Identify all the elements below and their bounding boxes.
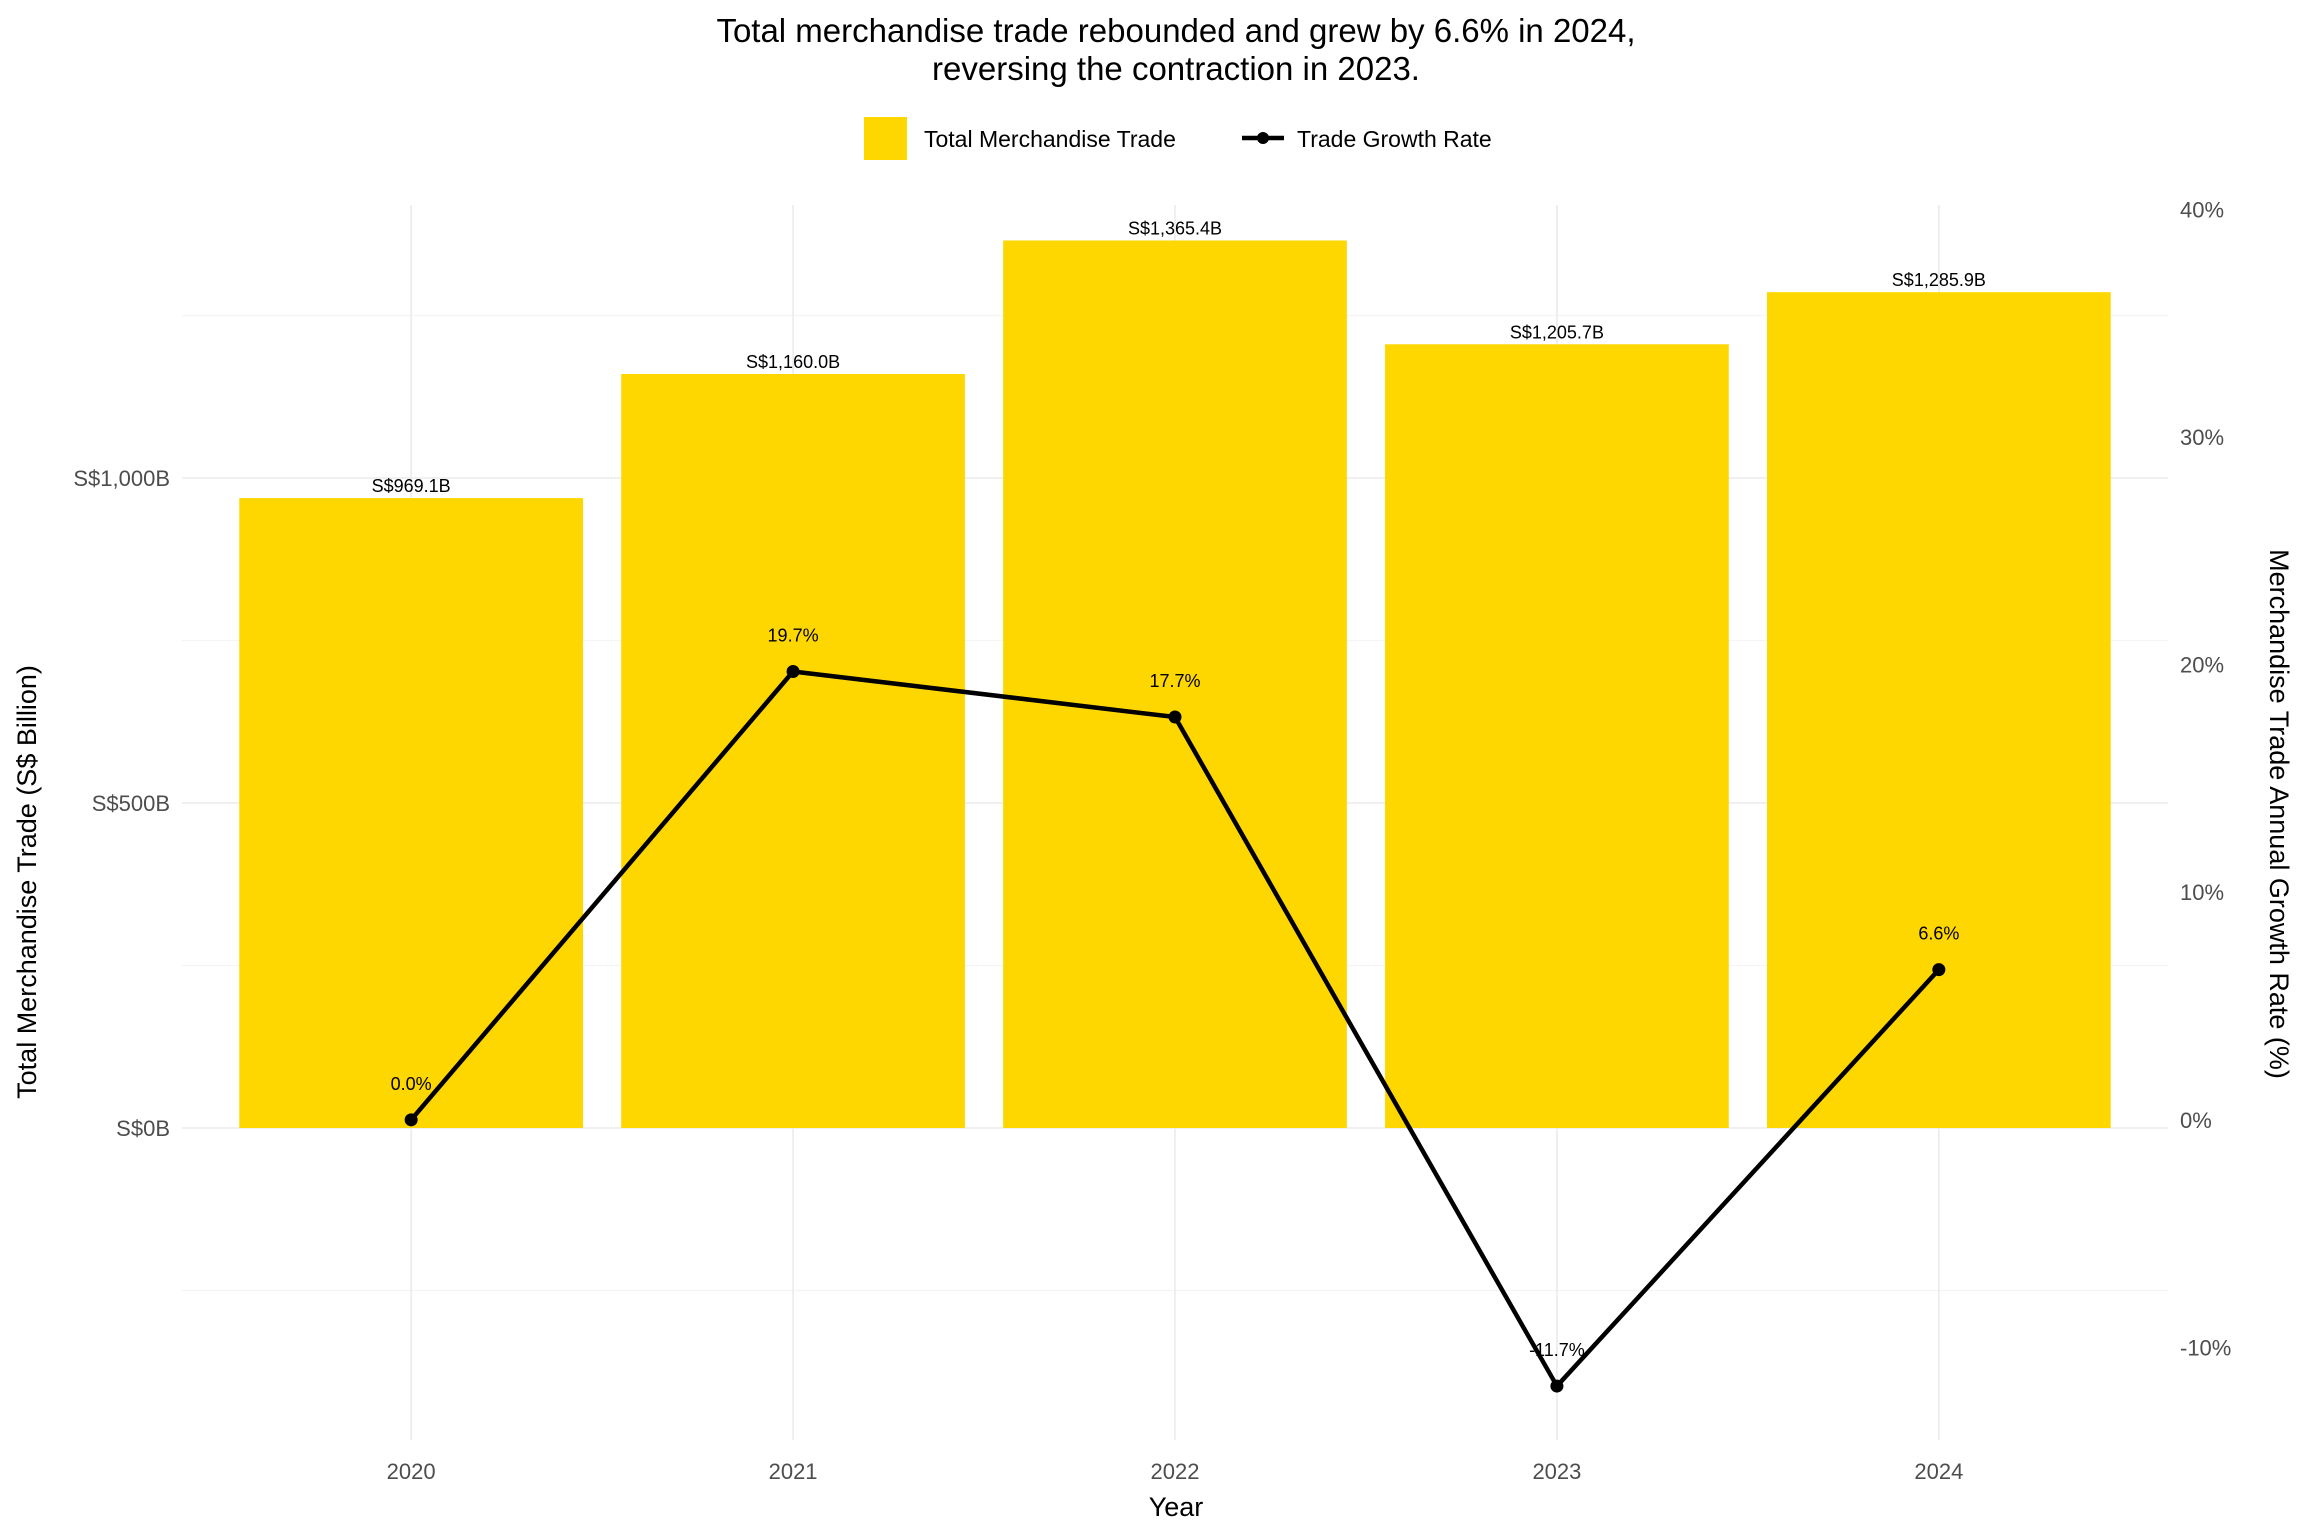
y2-tick-label: 20%	[2180, 653, 2224, 678]
legend-label-bar: Total Merchandise Trade	[924, 126, 1176, 152]
chart-title: Total merchandise trade rebounded and gr…	[716, 12, 1635, 87]
y2-tick-label: 10%	[2180, 880, 2224, 905]
y2-tick-label: -10%	[2180, 1335, 2231, 1360]
growth-rate-label: 17.7%	[1149, 671, 1200, 691]
growth-rate-point	[1932, 963, 1946, 977]
chart-title-line-1: Total merchandise trade rebounded and gr…	[716, 12, 1635, 49]
bar	[1385, 344, 1729, 1128]
legend-swatch-bar	[864, 117, 907, 160]
bar	[1003, 240, 1347, 1129]
growth-rate-point	[786, 665, 800, 679]
bar	[1766, 292, 2111, 1128]
x-axis-title: Year	[1149, 1492, 1204, 1522]
y2-axis-title: Merchandise Trade Annual Growth Rate (%)	[2264, 549, 2294, 1079]
x-tick-label: 2020	[387, 1459, 436, 1484]
chart-title-line-2: reversing the contraction in 2023.	[932, 50, 1420, 87]
bar	[621, 374, 965, 1128]
growth-rate-point	[1168, 710, 1182, 724]
growth-rate-point	[1550, 1379, 1564, 1393]
y-axis-title: Total Merchandise Trade (S$ Billion)	[12, 665, 42, 1099]
x-tick-label: 2024	[1914, 1459, 1963, 1484]
growth-line	[404, 665, 1946, 1393]
growth-rate-label: -11.7%	[1529, 1340, 1585, 1360]
bar-value-label: S$1,160.0B	[746, 352, 840, 372]
y-tick-label: S$1,000B	[73, 466, 170, 491]
axis-titles: Year Total Merchandise Trade (S$ Billion…	[12, 549, 2294, 1522]
y-tick-label: S$0B	[116, 1116, 170, 1141]
data-labels: S$969.1B S$1,160.0B S$1,365.4B S$1,205.7B S$…	[372, 218, 1986, 1360]
growth-rate-label: 0.0%	[391, 1074, 432, 1094]
bar-value-label: S$1,205.7B	[1510, 322, 1604, 342]
growth-rate-label: 19.7%	[768, 626, 819, 646]
y2-tick-label: 40%	[2180, 198, 2224, 223]
bars	[239, 240, 2111, 1129]
y-tick-label: S$500B	[92, 791, 170, 816]
bar	[239, 498, 584, 1129]
x-tick-label: 2022	[1151, 1459, 1200, 1484]
legend-swatch-point	[1257, 132, 1269, 144]
growth-rate-point	[404, 1113, 418, 1127]
legend: Total Merchandise Trade Trade Growth Rat…	[864, 117, 1492, 160]
legend-label-line: Trade Growth Rate	[1297, 126, 1492, 152]
y2-tick-label: 30%	[2180, 425, 2224, 450]
axes: S$0B S$500B S$1,000B -10% 0% 10% 20% 30% 40% 2020…	[73, 198, 2231, 1484]
bar-value-label: S$1,285.9B	[1892, 270, 1986, 290]
x-tick-label: 2023	[1532, 1459, 1581, 1484]
bar-value-label: S$969.1B	[372, 476, 451, 496]
x-tick-label: 2021	[769, 1459, 818, 1484]
y2-tick-label: 0%	[2180, 1108, 2212, 1133]
growth-rate-label: 6.6%	[1918, 924, 1959, 944]
bar-value-label: S$1,365.4B	[1128, 218, 1222, 238]
